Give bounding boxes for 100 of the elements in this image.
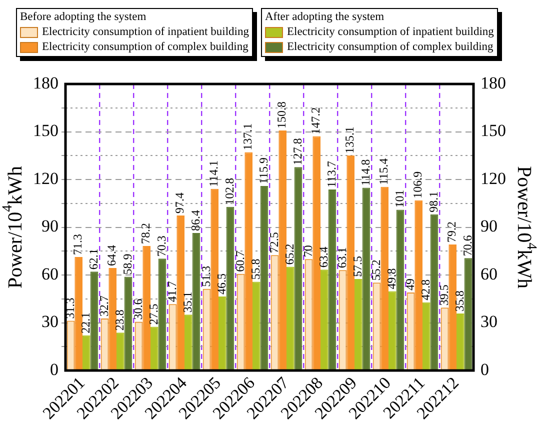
y2-tick-label: 30 xyxy=(480,312,498,332)
bar xyxy=(74,257,82,370)
bar xyxy=(362,188,370,370)
data-label: 114.1 xyxy=(206,160,221,187)
bar xyxy=(82,335,90,370)
bar xyxy=(430,214,438,370)
data-label: 58.9 xyxy=(120,254,134,275)
bar xyxy=(278,130,286,370)
data-label: 55.8 xyxy=(248,258,263,280)
y2-tick-label: 0 xyxy=(480,360,489,379)
y-tick-label: 180 xyxy=(33,73,58,92)
data-label: 70.3 xyxy=(154,236,168,257)
y-tick-label: 0 xyxy=(50,360,58,379)
y-tick-label: 120 xyxy=(33,168,58,188)
bar xyxy=(116,332,124,370)
data-label: 79.2 xyxy=(444,221,459,242)
y2-tick-label: 120 xyxy=(480,168,506,188)
data-label: 127.8 xyxy=(290,138,304,166)
data-label: 49.8 xyxy=(384,268,399,290)
bar xyxy=(294,167,302,370)
bar xyxy=(354,278,362,370)
data-label: 97.4 xyxy=(172,192,187,214)
bar xyxy=(396,210,404,370)
data-label: 106.9 xyxy=(410,171,425,198)
y-axis-title: Power/104kWh xyxy=(0,166,26,289)
text: After adopting the system xyxy=(264,10,386,25)
y2-tick-label: 60 xyxy=(480,264,498,284)
bar xyxy=(142,246,150,370)
data-label: 113.7 xyxy=(324,160,338,188)
data-label: 55.2 xyxy=(368,260,383,281)
bar xyxy=(218,296,226,370)
data-label: 63.4 xyxy=(316,246,331,268)
data-label: 27.5 xyxy=(146,304,161,325)
text: Before adopting the system xyxy=(20,10,148,25)
bar xyxy=(286,266,294,370)
data-label: 115.9 xyxy=(256,157,270,184)
bar xyxy=(328,190,336,370)
data-label: 115.4 xyxy=(376,158,391,185)
data-label: 42.8 xyxy=(418,279,433,300)
y2-tick-label: 180 xyxy=(480,73,506,92)
data-label: 137.1 xyxy=(240,123,255,150)
bar xyxy=(226,206,234,370)
data-label: 101 xyxy=(392,190,406,208)
bar xyxy=(192,232,200,370)
bar xyxy=(388,291,396,370)
y-tick-label: 60 xyxy=(42,264,58,284)
data-label: 49 xyxy=(402,278,417,291)
data-label: 32.7 xyxy=(96,295,111,316)
legend-label: Electricity consumption of complex building xyxy=(286,40,494,55)
bar xyxy=(252,282,260,370)
bar xyxy=(108,268,116,370)
legend-label: Electricity consumption of inpatient building xyxy=(286,25,494,40)
data-label: 35.1 xyxy=(180,292,195,313)
data-label: 147.2 xyxy=(308,107,323,134)
data-label: 71.3 xyxy=(70,234,85,256)
bar xyxy=(158,258,166,370)
data-label: 60.7 xyxy=(232,250,247,272)
bar xyxy=(346,155,354,370)
data-label: 46.5 xyxy=(214,273,229,294)
legend-label: Electricity consumption of complex building xyxy=(42,40,248,55)
y-tick-label: 30 xyxy=(42,312,58,332)
data-label: 65.2 xyxy=(282,244,297,265)
data-label: 102.8 xyxy=(222,178,236,205)
bar xyxy=(448,244,456,370)
data-label: 70 xyxy=(300,245,315,258)
bar xyxy=(312,136,320,370)
data-label: 22.1 xyxy=(78,312,93,334)
data-label: 63.1 xyxy=(334,247,349,268)
data-label: 150.8 xyxy=(274,101,289,128)
data-label: 98.1 xyxy=(426,191,440,212)
bar xyxy=(464,258,472,370)
data-label: 135.1 xyxy=(342,126,357,154)
bar xyxy=(244,152,252,370)
data-label: 30.6 xyxy=(130,298,145,320)
bar xyxy=(210,188,218,370)
data-label: 62.1 xyxy=(86,248,100,270)
y2-axis-title: Power/104kWh xyxy=(512,166,538,289)
data-label: 41.7 xyxy=(164,281,179,302)
data-label: 39.5 xyxy=(436,284,451,306)
bar xyxy=(90,272,98,370)
y2-tick-label: 90 xyxy=(480,216,498,236)
bar xyxy=(184,314,192,370)
bar xyxy=(380,186,388,370)
bar xyxy=(320,270,328,370)
data-label: 57.5 xyxy=(350,256,365,277)
data-label: 86.4 xyxy=(188,210,202,231)
data-label: 114.8 xyxy=(358,159,372,186)
data-label: 23.8 xyxy=(112,310,127,331)
bar xyxy=(456,314,464,370)
bar xyxy=(414,200,422,370)
data-label: 35.8 xyxy=(452,290,467,312)
y-tick-label: 90 xyxy=(42,216,58,236)
data-label: 72.5 xyxy=(266,232,281,254)
data-label: 78.2 xyxy=(138,223,153,244)
data-label: 70.6 xyxy=(460,235,474,256)
data-label: 51.3 xyxy=(198,266,213,287)
bar xyxy=(176,215,184,370)
bar xyxy=(150,326,158,370)
y2-tick-label: 150 xyxy=(480,121,506,140)
data-label: 64.4 xyxy=(104,245,119,266)
